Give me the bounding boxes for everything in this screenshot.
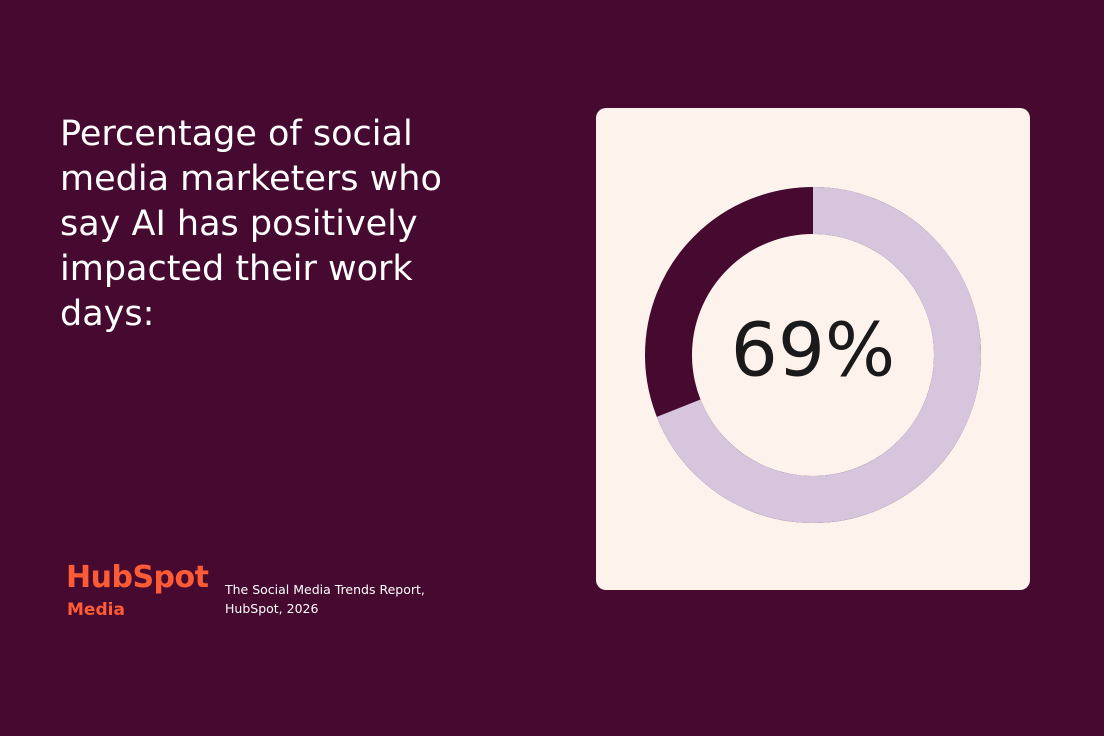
chart-title: Percentage of social media marketers who…: [60, 114, 442, 334]
center-label: 69%: [731, 308, 895, 394]
logo: HubSpot: [66, 560, 209, 595]
donut-segment: [656, 187, 981, 523]
logo-subtitle: Media: [67, 600, 125, 620]
chart: 69%: [645, 187, 981, 523]
source-note: The Social Media Trends Report, HubSpot,…: [225, 582, 425, 616]
chart-card: 69%: [596, 108, 1030, 590]
